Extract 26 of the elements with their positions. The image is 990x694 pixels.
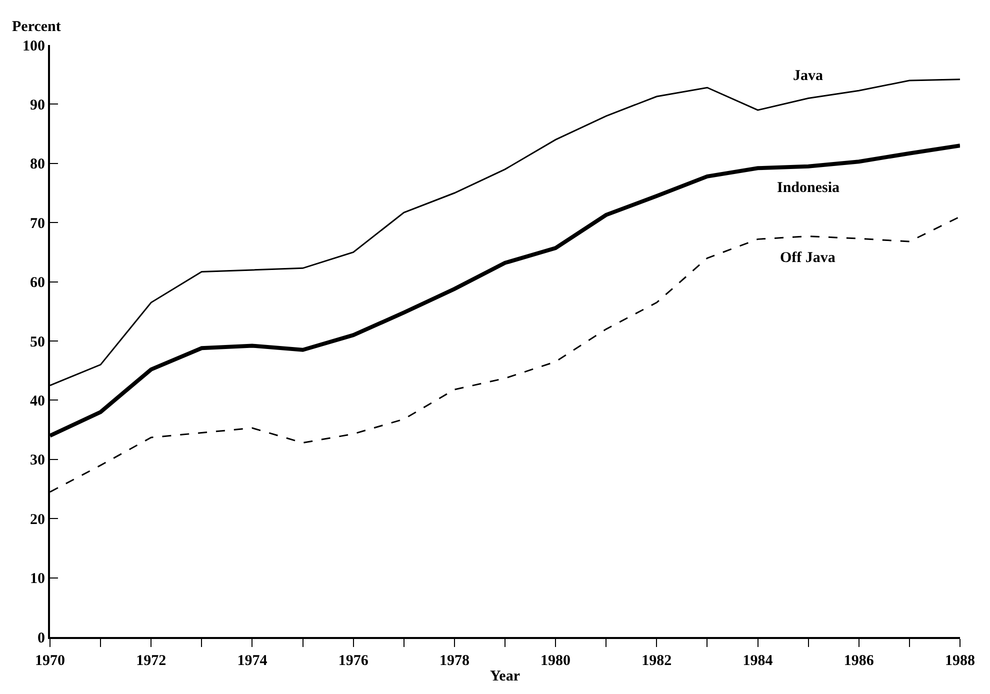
x-tick-label: 1988 [945, 653, 975, 669]
y-tick-label: 20 [30, 512, 45, 528]
y-tick-label: 90 [30, 97, 45, 114]
x-tick-label: 1978 [439, 653, 470, 669]
series-label: Off Java [780, 250, 836, 266]
x-tick-label: 1972 [136, 653, 166, 669]
y-tick-label: 70 [30, 216, 45, 232]
y-tick-label: 30 [30, 452, 45, 469]
y-tick-label: 100 [22, 38, 45, 54]
y-tick-label: 60 [30, 275, 45, 292]
y-tick-label: 50 [30, 334, 45, 350]
y-axis-title: Percent [12, 19, 61, 35]
series-label: Indonesia [777, 180, 840, 196]
x-tick-label: 1982 [642, 653, 672, 669]
series-label: Java [793, 68, 824, 84]
y-tick-label: 0 [38, 630, 45, 646]
x-axis-title: Year [490, 668, 520, 684]
x-tick-label: 1986 [844, 653, 874, 669]
x-tick-label: 1980 [540, 653, 571, 669]
x-tick-label: 1984 [742, 653, 774, 669]
y-tick-label: 40 [30, 393, 45, 410]
y-tick-label: 10 [30, 571, 45, 588]
x-tick-label: 1974 [237, 653, 268, 669]
x-tick-label: 1976 [338, 653, 369, 669]
x-tick-label: 1970 [35, 653, 65, 669]
y-tick-label: 80 [30, 156, 45, 173]
